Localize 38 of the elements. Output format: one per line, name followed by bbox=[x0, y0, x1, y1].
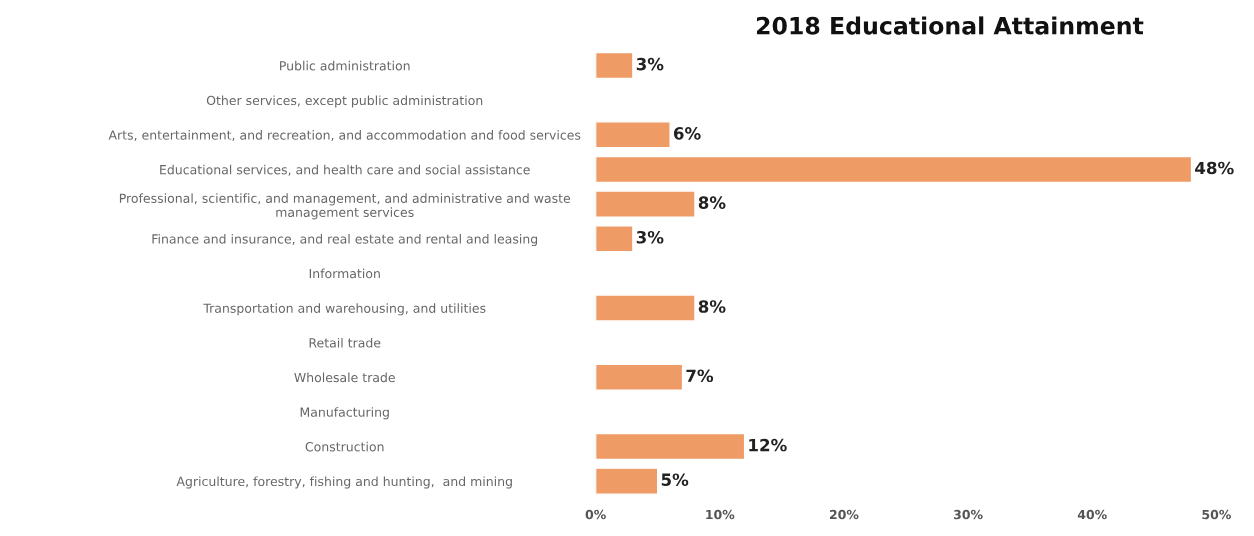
data-label: 3% bbox=[636, 230, 664, 244]
data-label: 8% bbox=[698, 196, 726, 209]
bar bbox=[595, 225, 634, 253]
bar bbox=[595, 432, 746, 461]
chart-title: 2018 Educational Attainment bbox=[756, 16, 1144, 35]
y-tick-label: Arts, entertainment, and recreation, and accommodation and food services bbox=[108, 130, 581, 142]
data-label: 12% bbox=[749, 438, 787, 452]
y-tick-label: Retail trade bbox=[309, 337, 381, 348]
data-label: 7% bbox=[686, 369, 714, 383]
data-label: 8% bbox=[698, 300, 726, 313]
bar bbox=[595, 467, 659, 495]
bar bbox=[595, 294, 696, 322]
y-tick-label: Other services, except public administration bbox=[206, 95, 483, 108]
y-tick-label: Wholesale trade bbox=[294, 372, 395, 383]
y-tick-label: Professional, scientific, and management, and administrative and waste management services bbox=[119, 193, 571, 220]
x-tick-label: 20% bbox=[829, 509, 859, 520]
x-tick-label: 10% bbox=[706, 509, 735, 520]
y-tick-label: Public administration bbox=[280, 60, 410, 71]
x-tick-label: 30% bbox=[953, 509, 983, 520]
y-tick-label: Agriculture, forestry, fishing and hunting, and mining bbox=[176, 476, 512, 489]
bar bbox=[595, 155, 1193, 184]
bar bbox=[595, 51, 634, 80]
x-tick-label: 40% bbox=[1077, 509, 1107, 520]
y-tick-label: Manufacturing bbox=[300, 407, 389, 420]
x-tick-label: 0% bbox=[585, 509, 606, 520]
x-tick-label: 50% bbox=[1202, 509, 1231, 520]
bar bbox=[595, 363, 684, 391]
data-label: 5% bbox=[661, 473, 689, 486]
bar bbox=[595, 190, 696, 218]
y-tick-label: Construction bbox=[305, 441, 384, 452]
y-tick-label: Transportation and warehousing, and utilities bbox=[203, 303, 486, 316]
y-tick-label: Educational services, and health care and social assistance bbox=[160, 164, 530, 176]
y-tick-label: Information bbox=[309, 268, 380, 279]
y-tick-label: Finance and insurance, and real estate and rental and leasing bbox=[152, 233, 538, 247]
data-label: 6% bbox=[673, 127, 701, 140]
bar bbox=[595, 121, 671, 149]
data-label: 48% bbox=[1195, 161, 1234, 175]
data-label: 3% bbox=[636, 57, 664, 71]
